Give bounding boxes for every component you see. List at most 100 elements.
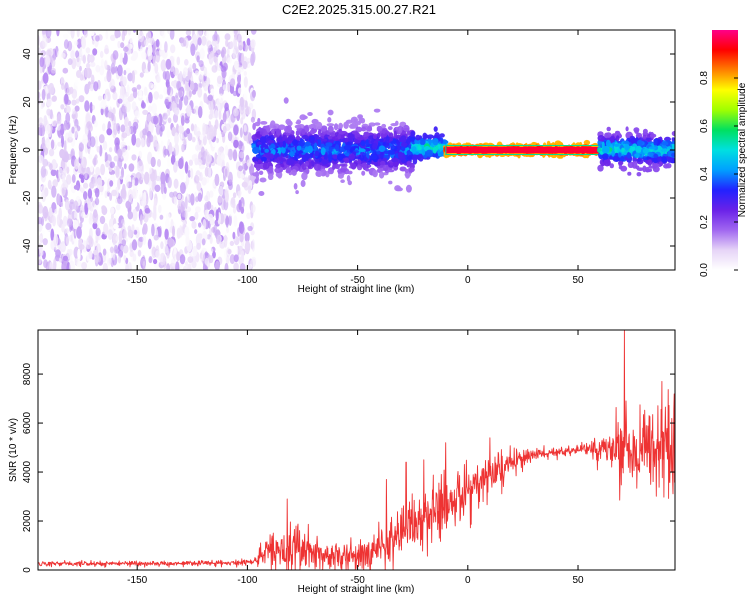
spectrogram-cell bbox=[165, 58, 172, 70]
spectrogram-cell bbox=[163, 148, 169, 156]
spectrogram-cell bbox=[179, 70, 183, 84]
spectrogram-cell bbox=[252, 157, 260, 162]
spectrogram-cell bbox=[71, 126, 75, 134]
spectrogram-cell bbox=[51, 185, 57, 198]
spectrogram-cell bbox=[95, 64, 101, 73]
spectrogram-cell bbox=[376, 151, 381, 155]
spectrogram-cell bbox=[132, 208, 138, 222]
spectrogram-cell bbox=[227, 57, 232, 64]
spectrogram-cell bbox=[307, 145, 313, 153]
spectrogram-cell bbox=[232, 202, 236, 209]
spectrogram-cell bbox=[190, 43, 196, 56]
spectrogram-cell bbox=[445, 147, 601, 153]
spectrogram-cell bbox=[97, 95, 103, 101]
spectrogram-cell bbox=[276, 153, 280, 158]
spectrogram-cell bbox=[174, 143, 180, 156]
spectrogram-cell bbox=[649, 133, 657, 138]
spectrogram-cell bbox=[648, 146, 656, 150]
spectrogram-cell bbox=[142, 260, 146, 270]
spectrogram-cell bbox=[79, 65, 82, 72]
spectrogram-cell bbox=[88, 237, 94, 248]
snr-x-label: Height of straight line (km) bbox=[298, 584, 415, 595]
spectrogram-cell bbox=[138, 159, 143, 167]
spectrogram-cell bbox=[168, 237, 174, 248]
spectrogram-cell bbox=[134, 110, 140, 119]
spectrogram-cell bbox=[197, 106, 203, 119]
spectrogram-cell bbox=[279, 141, 284, 146]
spectrogram-cell bbox=[109, 139, 114, 147]
spectrogram-cell bbox=[45, 55, 51, 68]
spectrogram-cell bbox=[49, 163, 53, 171]
spectrogram-cell bbox=[583, 139, 591, 146]
spectrogram-cell bbox=[43, 259, 48, 268]
spectrogram-cell bbox=[63, 122, 68, 131]
spectrogram-cell bbox=[239, 96, 244, 108]
spectrogram-cell bbox=[224, 190, 229, 203]
spectrogram-cell bbox=[196, 242, 202, 250]
spectrogram-cell bbox=[302, 115, 308, 120]
spectrogram-cell bbox=[418, 154, 424, 162]
spectrogram-cell bbox=[373, 108, 381, 113]
spectrogram-cell bbox=[332, 154, 339, 159]
spectrogram-cell bbox=[327, 117, 332, 123]
spectrogram-cell bbox=[604, 132, 609, 139]
spectrogram-cell bbox=[636, 139, 643, 147]
spectrogram-cell bbox=[166, 263, 170, 270]
spectrogram-cell bbox=[69, 260, 75, 270]
spectrogram-cell bbox=[109, 192, 113, 201]
spectrogram-cell bbox=[301, 172, 308, 181]
spectrogram-cell bbox=[147, 105, 153, 112]
spectrogram-cell bbox=[182, 71, 187, 79]
spectrogram-cell bbox=[184, 118, 190, 124]
spectrogram-cell bbox=[64, 93, 69, 105]
spectrogram-cell bbox=[92, 48, 98, 56]
spectrogram-cell bbox=[135, 137, 142, 148]
spectrogram-cell bbox=[174, 132, 179, 146]
spectrogram-cell bbox=[128, 163, 135, 172]
spectrogram-cell bbox=[160, 171, 166, 185]
spectrogram-cell bbox=[123, 255, 127, 261]
spectrogram-cell bbox=[82, 54, 87, 64]
spectrogram-cell bbox=[321, 138, 328, 142]
spectrogram-cell bbox=[162, 112, 168, 120]
spectrogram-cell bbox=[224, 144, 229, 156]
spectrogram-cell bbox=[285, 167, 292, 173]
spectrogram-cell bbox=[295, 149, 300, 155]
spectrogram-cell bbox=[77, 248, 81, 260]
spectrogram-cell bbox=[259, 131, 264, 135]
spectrogram-cell bbox=[216, 234, 221, 245]
spectrogram-cell bbox=[89, 136, 96, 148]
spectrogram-cell bbox=[205, 153, 212, 164]
spectrogram-cell bbox=[78, 142, 84, 152]
spectrogram-cell bbox=[61, 82, 65, 90]
spectrogram-cell bbox=[241, 52, 245, 66]
spectrogram-cell bbox=[412, 157, 418, 165]
spectrogram-cell bbox=[283, 97, 289, 104]
spectrogram-cell bbox=[68, 248, 73, 256]
y-tick-label: -40 bbox=[22, 238, 33, 253]
spectrogram-cell bbox=[432, 152, 439, 158]
spectrogram-cell bbox=[220, 152, 226, 161]
spectrogram-cell bbox=[163, 86, 168, 95]
spectrogram-cell bbox=[78, 95, 85, 103]
spectrogram-cell bbox=[238, 199, 242, 211]
spectrogram-cell bbox=[250, 204, 256, 214]
spectrogram-cell bbox=[233, 30, 238, 36]
spectrogram-cell bbox=[653, 153, 659, 158]
spectrogram-cell bbox=[391, 145, 395, 150]
spectrogram-cell bbox=[210, 248, 214, 254]
spectrogram-cell bbox=[250, 116, 255, 123]
spectrogram-cell bbox=[626, 152, 632, 159]
spectrogram-cell bbox=[624, 143, 630, 151]
spectrogram-cell bbox=[62, 255, 68, 262]
spectrogram-cell bbox=[149, 187, 152, 200]
spectrogram-cell bbox=[84, 202, 89, 215]
spectrogram-cell bbox=[127, 72, 134, 82]
spectrogram-cell bbox=[131, 239, 138, 251]
spectrogram-cell bbox=[48, 207, 53, 217]
x-tick-label: -100 bbox=[237, 275, 257, 286]
spectrogram-cell bbox=[164, 98, 169, 106]
spectrogram-cell bbox=[172, 225, 175, 238]
spectrogram-cell bbox=[261, 156, 267, 162]
